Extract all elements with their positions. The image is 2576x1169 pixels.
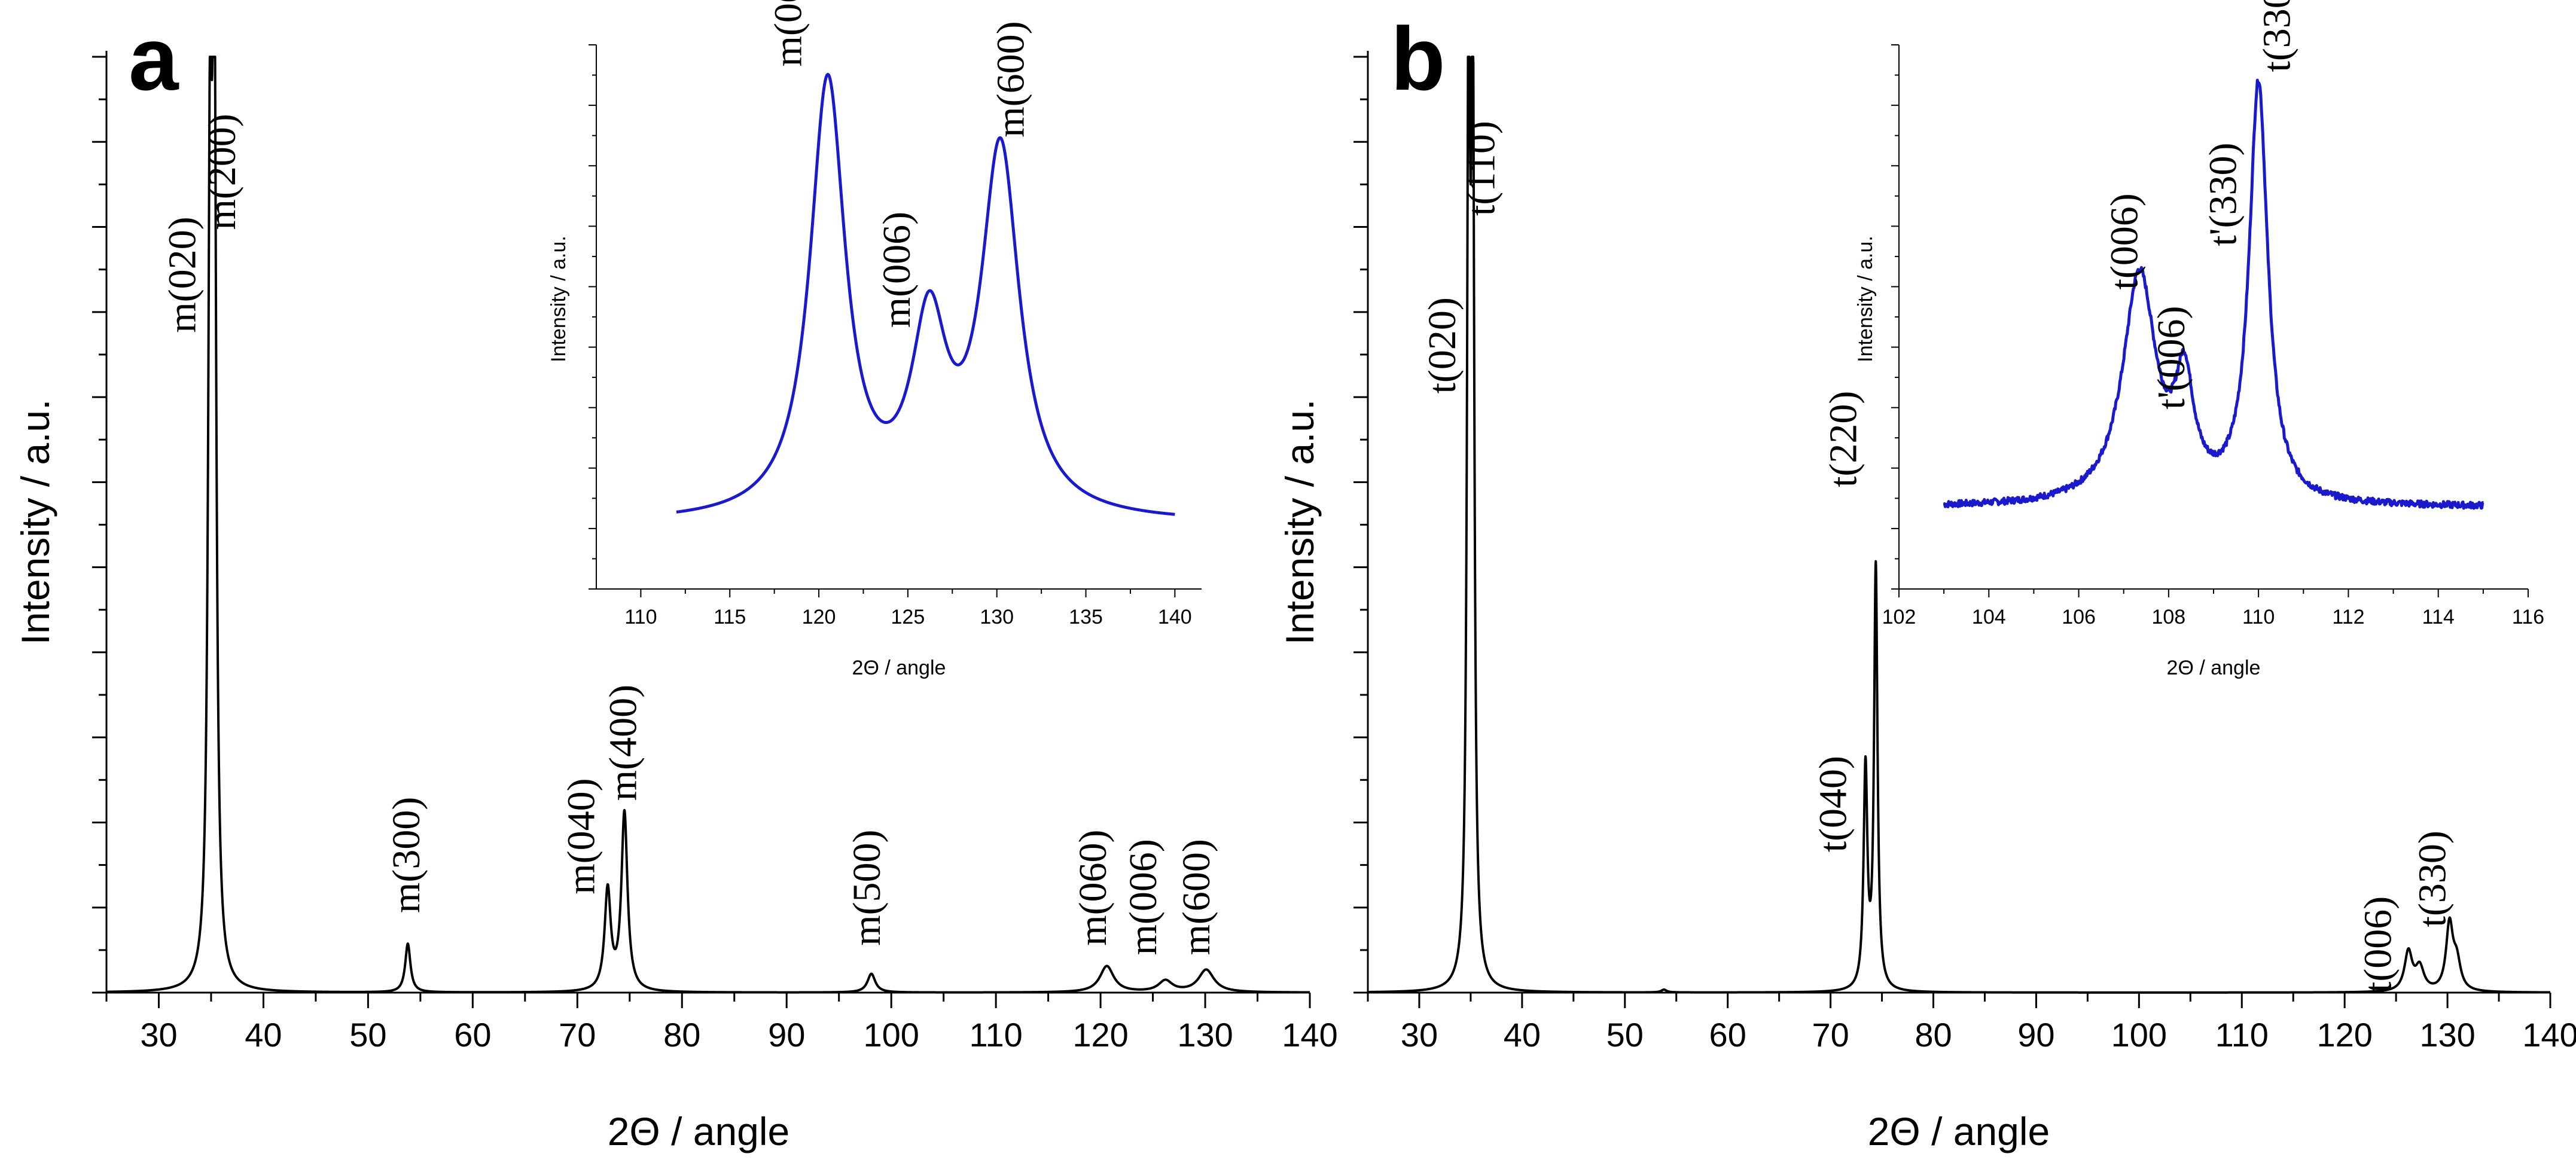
panel-a-x-tick-label: 50 [349, 1016, 386, 1054]
panel-a-x-tick-label: 60 [454, 1016, 491, 1054]
panel-b-x-tick-label: 120 [2316, 1016, 2372, 1054]
panel-b-peak-label: t(330) [2411, 831, 2455, 927]
panel-a-peak-label: m(300) [385, 797, 428, 913]
panel-b-inset-x-tick-label: 104 [1972, 606, 2006, 628]
panel-b-peak-label: t(040) [1811, 756, 1855, 852]
panel-a-inset-x-tick-label: 115 [714, 606, 746, 628]
panel-b-inset-x-tick-label: 112 [2332, 606, 2364, 628]
panel-a-peak-label: m(600) [1175, 839, 1218, 955]
panel-a-inset-x-tick-label: 120 [802, 606, 836, 628]
panel-a-inset-x-axis-title: 2Θ / angle [852, 657, 946, 679]
panel-a-x-tick-label: 100 [863, 1016, 919, 1054]
panel-b-inset-x-tick-label: 108 [2151, 606, 2185, 628]
panel-a-inset-x-tick-label: 135 [1069, 606, 1103, 628]
panel-b-inset-x-tick-label: 102 [1882, 606, 1916, 628]
panel-a-x-tick-label: 110 [969, 1016, 1022, 1054]
panel-a-inset-x-tick-label: 140 [1158, 606, 1192, 628]
panel-b-inset-x-tick-label: 106 [2062, 606, 2096, 628]
panel-b-peak-label: t(220) [1822, 391, 1865, 487]
panel-b-peak-label: t(110) [1459, 121, 1503, 216]
panel-a-peak-label: m(020) [161, 216, 205, 332]
panel-b-x-tick-label: 110 [2215, 1016, 2269, 1054]
panel-a-series-main [105, 56, 1311, 994]
panel-a-peak-label: m(040) [559, 778, 603, 894]
panel-a-x-tick-label: 70 [559, 1016, 596, 1054]
panel-b-series-main [1367, 56, 2551, 994]
panel-b-inset-x-axis-title: 2Θ / angle [2167, 657, 2261, 679]
panel-b-x-tick-label: 140 [2522, 1016, 2576, 1054]
panel-a-x-axis-title: 2Θ / angle [608, 1109, 790, 1153]
panel-b-inset-peak-label: t'(006) [2150, 306, 2193, 410]
panel-b-inset-peak-label: t(006) [2102, 193, 2146, 289]
panel-a-peak-label: m(006) [1121, 839, 1165, 955]
panel-a-inset-x-tick-label: 125 [891, 606, 925, 628]
panel-a-inset-x-tick-label: 130 [980, 606, 1014, 628]
panel-a-inset-x-tick-label: 110 [624, 606, 657, 628]
panel-b-x-axis-title: 2Θ / angle [1868, 1109, 2050, 1153]
panel-b-x-tick-label: 100 [2111, 1016, 2167, 1054]
panel-a-x-tick-label: 120 [1072, 1016, 1128, 1054]
panel-b-inset-series-inset [1943, 78, 2484, 510]
panel-a-x-tick-label: 40 [245, 1016, 282, 1054]
panel-b-x-tick-label: 30 [1401, 1016, 1438, 1054]
panel-a-x-tick-label: 80 [663, 1016, 700, 1054]
panel-b-x-tick-label: 130 [2419, 1016, 2475, 1054]
panel-b-y-axis-title: Intensity / a.u. [1278, 399, 1322, 645]
panel-b-x-tick-label: 90 [2017, 1016, 2054, 1054]
panel-b-inset-peak-label: t'(330) [2202, 143, 2245, 246]
panel-b-peak-label: t(006) [2356, 896, 2400, 993]
panel-a-inset-peak-label: m(060) [766, 0, 810, 66]
panel-b-x-tick-label: 60 [1709, 1016, 1746, 1054]
panel-b-x-tick-label: 70 [1812, 1016, 1849, 1054]
panel-a-peak-label: m(400) [601, 685, 645, 801]
panel-a-peak-label: m(200) [200, 114, 244, 230]
panel-a-peak-label: m(060) [1071, 829, 1115, 945]
panel-b-inset-x-tick-label: 114 [2422, 606, 2455, 628]
panel-a-x-tick-label: 90 [768, 1016, 805, 1054]
panel-b-inset-y-axis-title: Intensity / a.u. [1854, 236, 1877, 362]
panel-b-x-tick-label: 50 [1606, 1016, 1644, 1054]
panel-b-x-tick-label: 80 [1915, 1016, 1952, 1054]
panel-a-inset-peak-label: m(600) [989, 21, 1032, 137]
panel-a-inset-series-inset [675, 72, 1176, 516]
panel-a-y-axis-title: Intensity / a.u. [13, 399, 57, 645]
panel-b-letter: b [1391, 8, 1446, 109]
panel-a-peak-label: m(500) [845, 829, 889, 945]
panel-b-x-tick-label: 40 [1504, 1016, 1541, 1054]
panel-a-x-tick-label: 30 [140, 1016, 177, 1054]
panel-a-letter: a [129, 8, 179, 109]
panel-b-inset-x-tick-label: 110 [2242, 606, 2275, 628]
panel-a-inset-peak-label: m(006) [875, 212, 919, 328]
panel-a-x-tick-label: 130 [1177, 1016, 1233, 1054]
panel-b-peak-label: t(020) [1420, 297, 1464, 393]
panel-b-inset-x-tick-label: 116 [2512, 606, 2544, 628]
panel-a-inset-y-axis-title: Intensity / a.u. [547, 236, 570, 362]
panel-b-inset-peak-label: t(330) [2255, 0, 2299, 72]
panel-a-x-tick-label: 140 [1282, 1016, 1337, 1054]
